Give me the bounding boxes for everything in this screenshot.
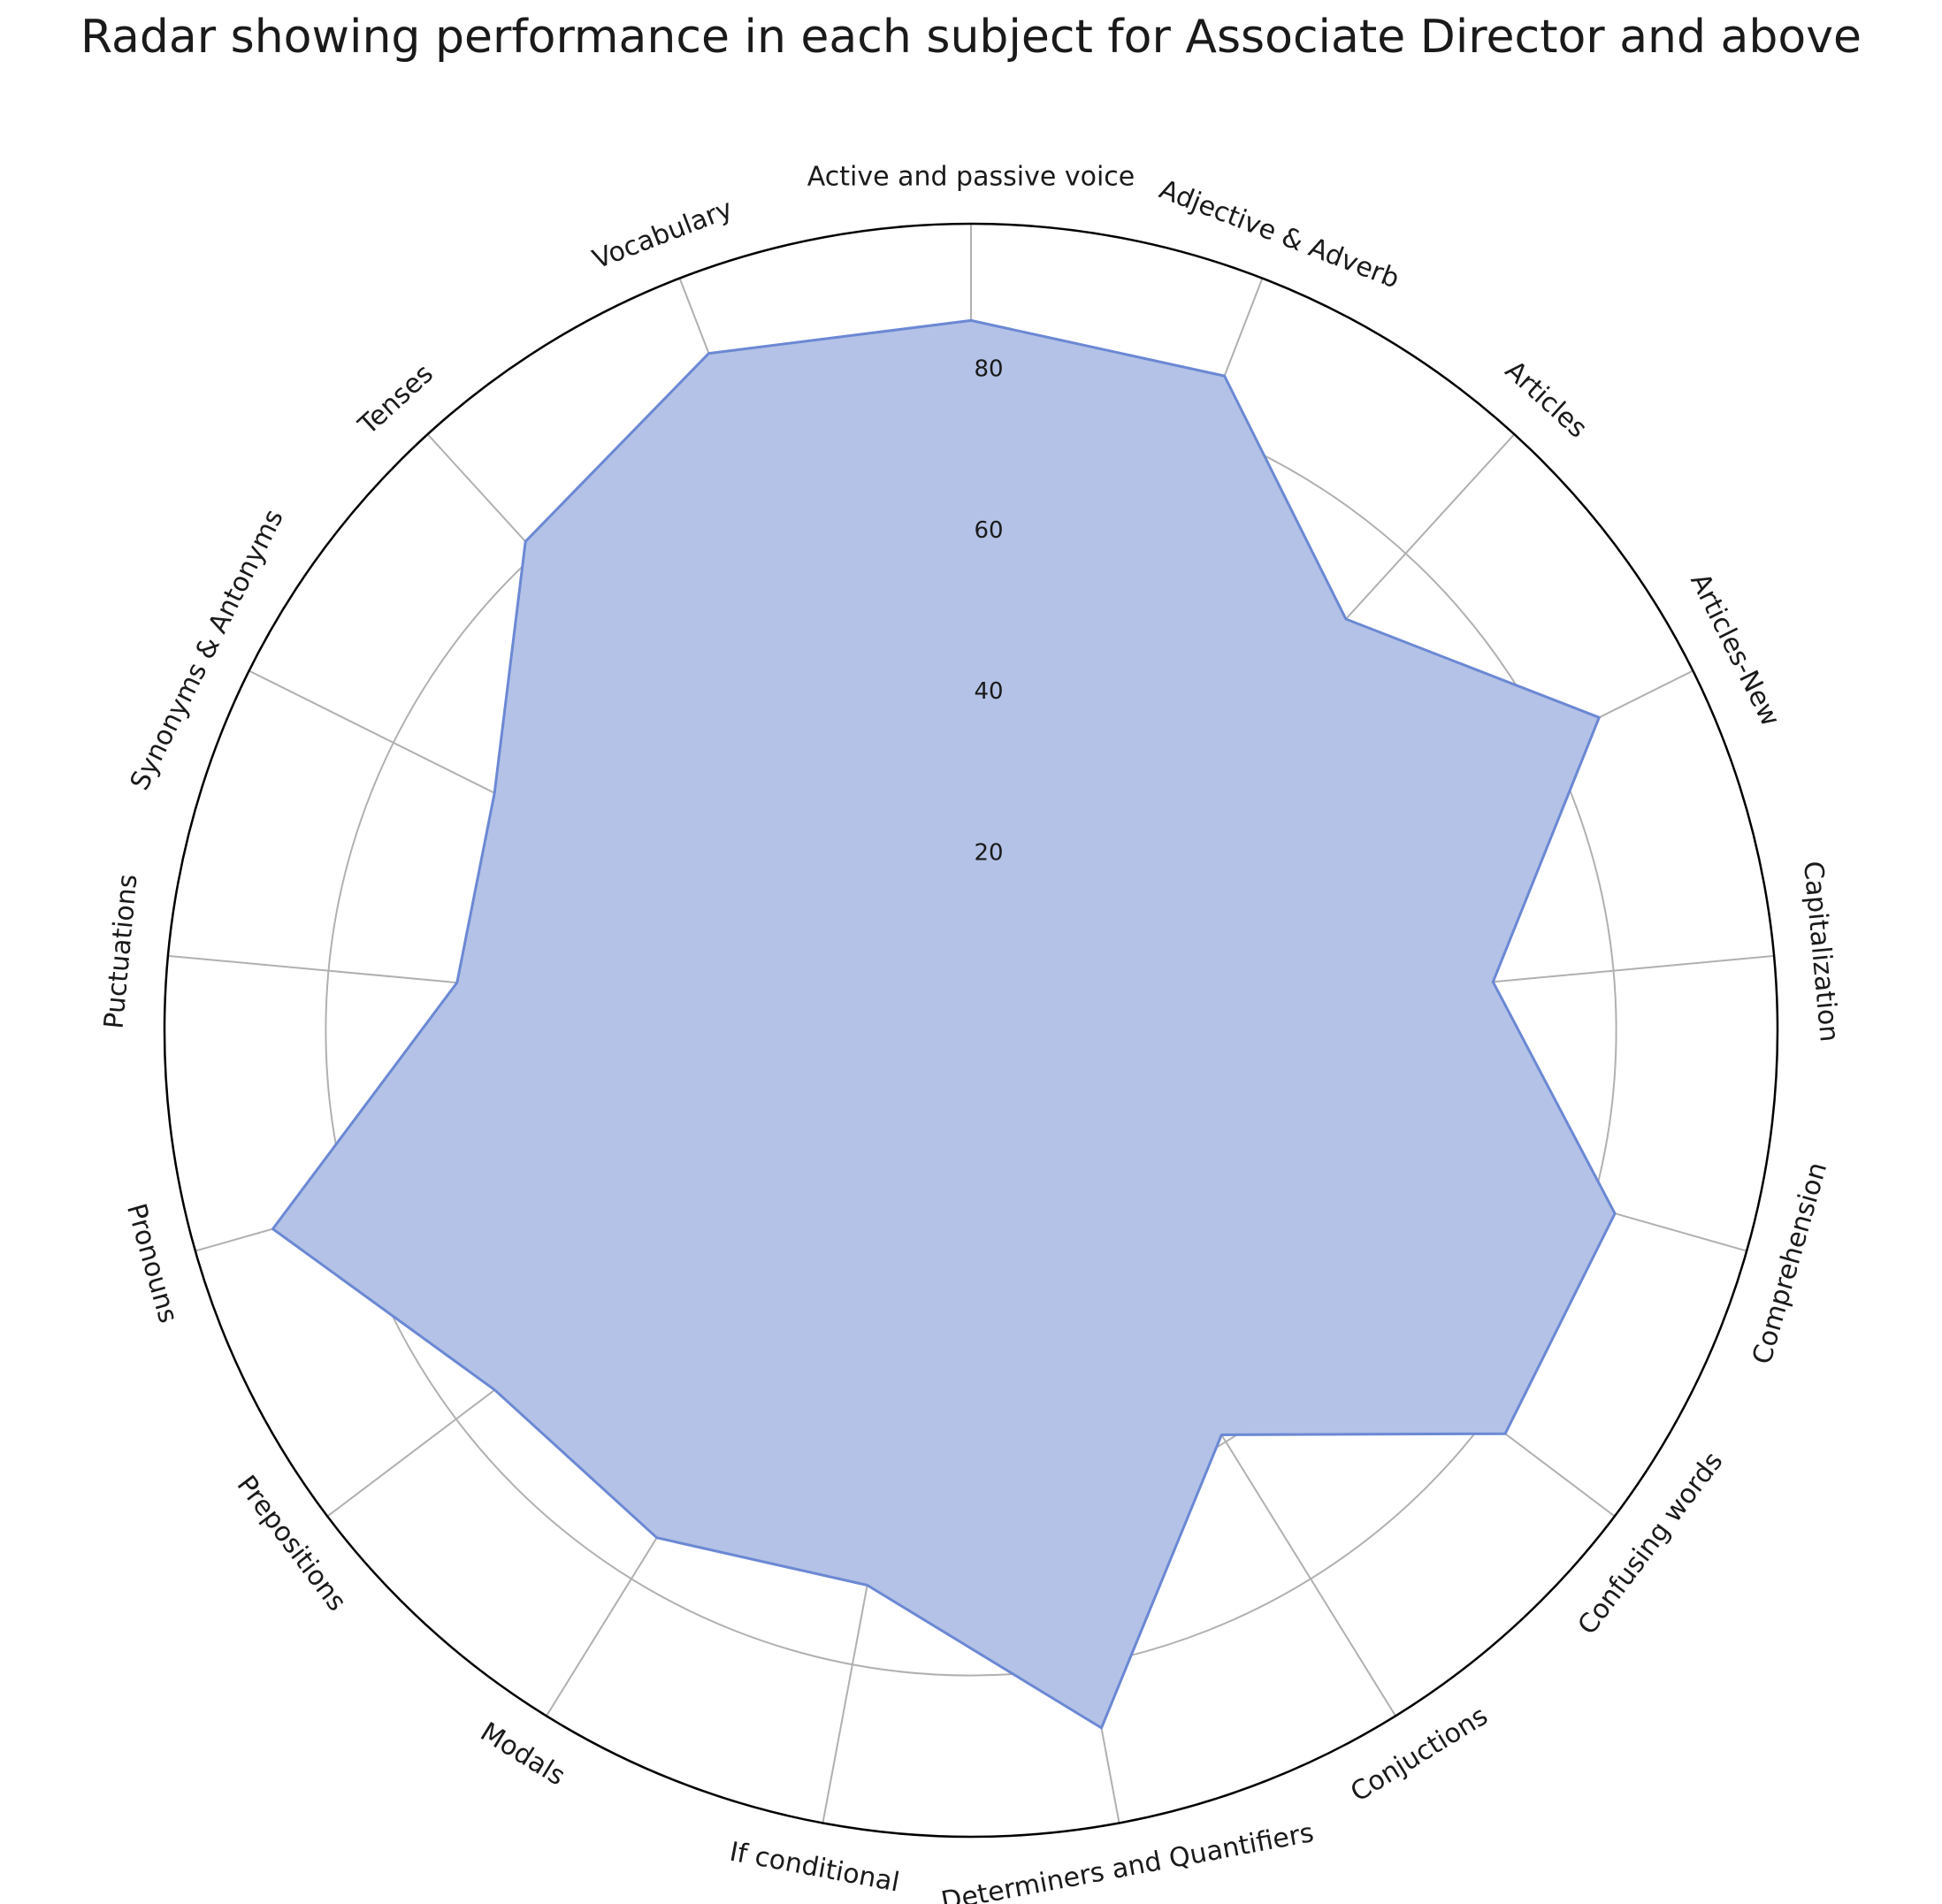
category-label-0: Active and passive voice (807, 162, 1135, 193)
category-label-10: Modals (475, 1717, 570, 1792)
chart-title: Radar showing performance in each subjec… (80, 11, 1862, 64)
category-label-16: Vocabulary (589, 194, 738, 276)
category-label-8: Determiners and Quantifiers (939, 1817, 1317, 1904)
outer-circle (163, 222, 1779, 1839)
category-label-9: If conditional (727, 1837, 901, 1899)
category-label-6: Confusing words (1572, 1447, 1730, 1641)
category-label-1: Adjective & Adverb (1155, 174, 1403, 295)
category-label-4: Capitalization (1797, 860, 1845, 1043)
series-layer (271, 318, 1617, 1730)
category-label-11: Prepositions (231, 1470, 353, 1617)
category-label-14: Synonyms & Antonyms (125, 505, 290, 795)
category-label-13: Puctuations (99, 873, 144, 1030)
tick-label-40: 40 (974, 678, 1003, 705)
tick-label-60: 60 (974, 517, 1003, 544)
radial-tick-labels: 20 40 60 80 (974, 356, 1003, 866)
outer-frame (163, 222, 1779, 1839)
category-label-2: Articles (1499, 355, 1593, 444)
category-label-12: Pronouns (120, 1200, 184, 1327)
category-label-15: Tenses (352, 358, 440, 441)
series-area (271, 318, 1617, 1730)
category-label-5: Comprehension (1747, 1158, 1833, 1367)
tick-label-80: 80 (974, 356, 1003, 382)
category-label-7: Conjuctions (1345, 1701, 1493, 1808)
category-label-3: Articles-New (1684, 569, 1785, 731)
tick-label-20: 20 (974, 840, 1003, 867)
